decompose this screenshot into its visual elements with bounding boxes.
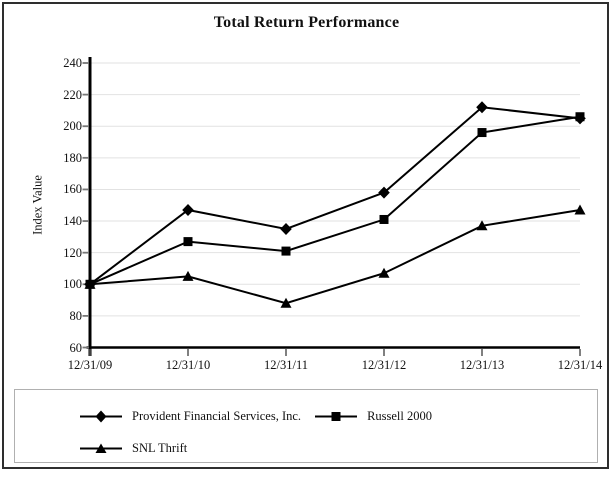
y-tick-label: 160: [63, 182, 82, 197]
y-tick-label: 180: [63, 150, 82, 165]
legend-entry-provident: Provident Financial Services, Inc.: [79, 409, 301, 424]
diamond-marker-icon: [280, 222, 292, 235]
square-marker-icon: [183, 237, 193, 247]
y-tick-label: 120: [63, 245, 82, 260]
triangle-marker-icon: [476, 220, 488, 231]
y-tick-label: 100: [63, 277, 82, 292]
y-tick-label: 80: [69, 308, 83, 323]
legend-row-1: Provident Financial Services, Inc. Russe…: [79, 400, 597, 432]
square-marker-icon: [379, 214, 389, 224]
x-tick-label: 12/31/12: [361, 358, 407, 372]
y-tick-label: 60: [69, 340, 83, 355]
legend-label-russell: Russell 2000: [367, 408, 432, 423]
y-tick-label: 140: [63, 214, 82, 229]
triangle-marker-icon: [182, 270, 194, 281]
triangle-marker-icon: [280, 297, 292, 308]
diamond-marker-icon: [476, 101, 488, 114]
y-tick-label: 240: [63, 56, 82, 70]
triangle-marker-icon: [378, 267, 390, 278]
plot-area: [82, 57, 586, 356]
diamond-marker-icon: [84, 278, 96, 291]
legend-entry-russell: Russell 2000: [314, 409, 432, 424]
diamond-line-marker-icon: [80, 410, 122, 422]
y-tick-label: 220: [63, 87, 82, 102]
x-tick-label: 12/31/14: [557, 358, 603, 372]
series-line: [89, 209, 581, 305]
series-line: [89, 106, 581, 286]
legend-entry-snl-thrift: SNL Thrift: [79, 441, 187, 456]
series-line: [89, 115, 581, 286]
y-tick-label: 200: [63, 119, 82, 134]
square-marker-icon: [281, 246, 291, 256]
triangle-line-marker-icon: [80, 443, 122, 453]
x-tick-label: 12/31/13: [459, 358, 505, 372]
x-tick-label: 12/31/11: [264, 358, 308, 372]
chart-title: Total Return Performance: [213, 14, 400, 31]
legend-label-snl-thrift: SNL Thrift: [132, 440, 188, 455]
square-marker-icon: [477, 128, 487, 138]
legend-label-provident: Provident Financial Services, Inc.: [132, 408, 302, 423]
triangle-marker-icon: [574, 204, 586, 215]
square-line-marker-icon: [315, 411, 358, 421]
legend-box: Provident Financial Services, Inc. Russe…: [14, 389, 598, 463]
x-tick-label: 12/31/09: [67, 358, 113, 372]
diamond-marker-icon: [182, 203, 194, 216]
x-tick-label: 12/31/10: [165, 358, 211, 372]
diamond-marker-icon: [574, 112, 586, 125]
diamond-marker-icon: [378, 186, 390, 199]
legend-row-2: SNL Thrift: [79, 432, 597, 464]
